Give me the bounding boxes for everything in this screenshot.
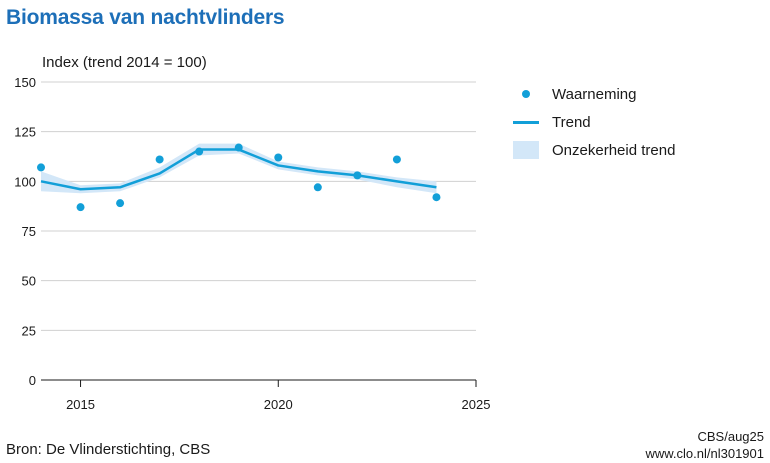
observation-point-2015 bbox=[76, 203, 85, 212]
legend: Waarneming Trend Onzekerheid trend bbox=[512, 80, 675, 164]
y-tick-label-50: 50 bbox=[22, 274, 36, 289]
observation-point-2014 bbox=[37, 163, 45, 172]
y-tick-label-125: 125 bbox=[14, 125, 36, 140]
y-tick-label-25: 25 bbox=[22, 323, 36, 338]
legend-label-observation: Waarneming bbox=[552, 85, 637, 103]
y-tick-label-150: 150 bbox=[14, 75, 36, 90]
observation-point-2018 bbox=[195, 147, 204, 156]
y-tick-label-0: 0 bbox=[29, 373, 36, 388]
legend-item-uncertainty: Onzekerheid trend bbox=[512, 136, 675, 164]
source-note: Bron: De Vlinderstichting, CBS bbox=[6, 441, 211, 458]
observation-point-2022 bbox=[353, 171, 362, 180]
observation-point-2016 bbox=[116, 199, 125, 208]
legend-item-trend: Trend bbox=[512, 108, 675, 136]
observation-point-2020 bbox=[274, 153, 283, 162]
legend-band-icon bbox=[512, 140, 540, 160]
x-tick-label-2020: 2020 bbox=[264, 397, 293, 412]
x-tick-label-2015: 2015 bbox=[66, 397, 95, 412]
legend-dot-icon bbox=[512, 84, 540, 104]
credit-line-2: www.clo.nl/nl301901 bbox=[645, 446, 764, 461]
axes: 0 25 50 75 100 125 150 2015 2020 2025 bbox=[14, 75, 490, 412]
gridlines bbox=[41, 81, 476, 331]
legend-item-observation: Waarneming bbox=[512, 80, 675, 108]
observation-point-2023 bbox=[392, 155, 401, 164]
credit: CBS/aug25 www.clo.nl/nl301901 bbox=[645, 428, 764, 462]
legend-label-trend: Trend bbox=[552, 113, 591, 131]
chart-title: Biomassa van nachtvlinders bbox=[6, 6, 285, 29]
x-tick-label-2025: 2025 bbox=[462, 397, 491, 412]
observation-points bbox=[37, 143, 441, 212]
observation-point-2024 bbox=[432, 193, 441, 202]
credit-line-1: CBS/aug25 bbox=[697, 429, 765, 444]
observation-point-2021 bbox=[313, 183, 322, 192]
y-tick-label-75: 75 bbox=[22, 224, 36, 239]
observation-point-2017 bbox=[155, 155, 164, 164]
observation-point-2019 bbox=[234, 143, 243, 152]
y-tick-label-100: 100 bbox=[14, 174, 36, 189]
y-axis-label: Index (trend 2014 = 100) bbox=[42, 54, 207, 71]
legend-line-icon bbox=[512, 112, 540, 132]
legend-label-uncertainty: Onzekerheid trend bbox=[552, 141, 676, 159]
